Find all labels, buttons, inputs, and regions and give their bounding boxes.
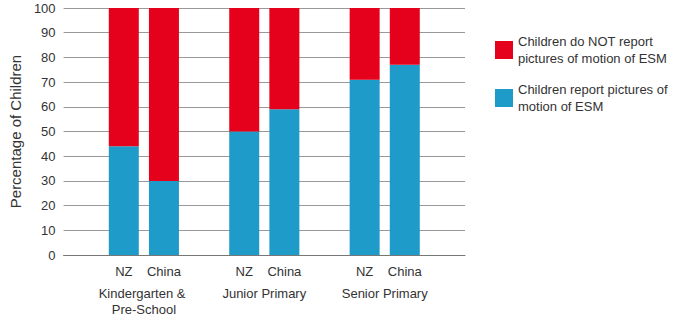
svg-text:0: 0	[48, 248, 55, 263]
svg-text:50: 50	[41, 124, 55, 139]
svg-text:China: China	[147, 264, 182, 279]
svg-text:pictures of motion of ESM: pictures of motion of ESM	[518, 51, 667, 66]
svg-text:NZ: NZ	[356, 264, 373, 279]
svg-text:10: 10	[41, 223, 55, 238]
svg-text:China: China	[388, 264, 423, 279]
svg-text:80: 80	[41, 50, 55, 65]
svg-text:NZ: NZ	[115, 264, 132, 279]
svg-text:40: 40	[41, 149, 55, 164]
svg-text:Junior Primary: Junior Primary	[222, 286, 306, 301]
svg-text:60: 60	[41, 99, 55, 114]
svg-text:100: 100	[34, 1, 56, 16]
svg-text:Children do NOT report: Children do NOT report	[518, 34, 657, 49]
svg-text:Children report pictures of: Children report pictures of	[518, 82, 671, 97]
svg-text:China: China	[267, 264, 302, 279]
svg-text:70: 70	[41, 75, 55, 90]
svg-text:90: 90	[41, 25, 55, 40]
svg-text:Senior Primary: Senior Primary	[342, 286, 428, 301]
svg-text:NZ: NZ	[236, 264, 253, 279]
svg-text:Kindergarten &: Kindergarten &	[99, 286, 189, 301]
svg-text:Percentage of Children: Percentage of Children	[7, 55, 24, 208]
svg-text:Pre-School: Pre-School	[112, 302, 176, 317]
svg-text:motion of ESM: motion of ESM	[518, 99, 603, 114]
svg-text:20: 20	[41, 198, 55, 213]
svg-text:30: 30	[41, 173, 55, 188]
